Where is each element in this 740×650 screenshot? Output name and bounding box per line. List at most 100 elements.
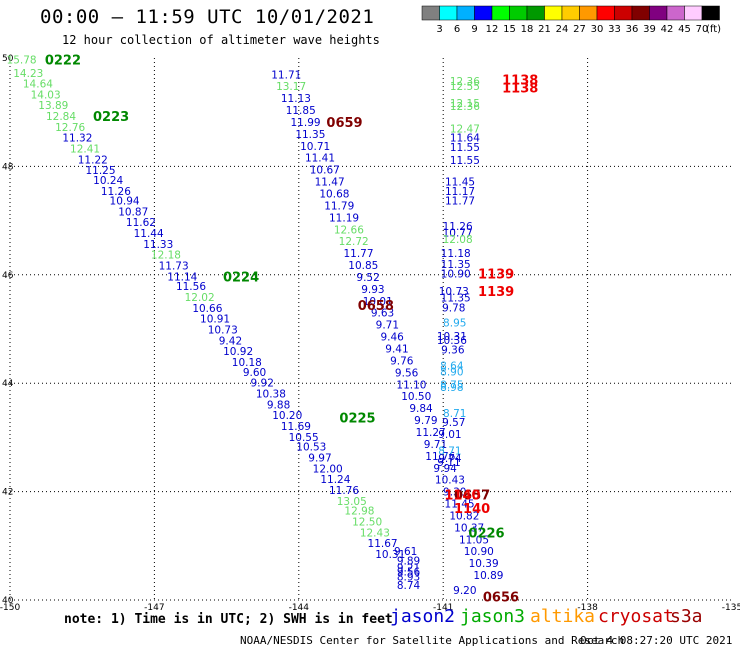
colorbar-unit: (ft)	[706, 24, 721, 35]
wave-height-value: 11.26	[101, 186, 131, 198]
wave-height-value: 12.55	[450, 81, 480, 93]
chart-subtitle: 12 hour collection of altimeter wave hei…	[62, 33, 380, 47]
wave-height-value: 10.73	[208, 325, 238, 337]
wave-height-value: 12.76	[55, 122, 85, 134]
colorbar-tick-label: 45	[678, 24, 691, 35]
wave-height-value: 9.36	[441, 345, 465, 357]
footer-credit: NOAA/NESDIS Center for Satellite Applica…	[240, 634, 625, 647]
wave-height-value: 14.23	[13, 68, 43, 80]
wave-height-value: 13.17	[276, 81, 306, 93]
pass-time-label: 0656	[483, 591, 519, 606]
wave-height-value: 8.98	[440, 382, 463, 394]
wave-height-value: 15.78	[7, 55, 37, 67]
wave-height-map: -150 -147 -144 -141 -138 -135 40 42 44 46 48 5015.7…	[0, 54, 740, 610]
pass-time-label: 0657	[454, 488, 490, 503]
pass-time-label: 1139	[478, 268, 514, 283]
wave-height-value: 9.20	[453, 585, 476, 597]
colorbar-tick-label: 70	[696, 24, 709, 35]
wave-height-value: 11.62	[126, 217, 156, 229]
wave-height-value: 10.94	[110, 196, 140, 208]
color-scale-legend: 3 6 9 12 15 18 21 24 27 30 33 36 39 42 45 70(ft)	[421, 5, 721, 35]
wave-height-value: 11.41	[305, 153, 335, 165]
wave-height-value: 9.97	[308, 452, 331, 464]
colorbar-tick-label: 36	[626, 24, 639, 35]
wave-height-value: 11.26	[443, 221, 473, 233]
wave-height-value: 12.36	[450, 101, 480, 113]
wave-height-value: 9.93	[361, 284, 384, 296]
wave-height-value: 9.71	[376, 320, 399, 332]
colorbar-tick-label: 6	[454, 24, 460, 35]
wave-height-value: 10.67	[310, 165, 340, 177]
wave-height-value: 12.98	[344, 506, 374, 518]
wave-height-value: 11.05	[459, 534, 489, 546]
lon-tick-label: -141	[433, 603, 453, 610]
wave-height-value: 12.50	[352, 516, 382, 528]
wave-height-value: 11.55	[450, 155, 480, 167]
wave-height-value: 11.79	[324, 200, 354, 212]
pass-time-label: 1140	[454, 502, 490, 517]
colorbar-tick-label: 9	[471, 24, 477, 35]
legend-s3a: s3a	[670, 606, 703, 627]
pass-time-label: 1140	[444, 488, 480, 503]
wave-height-value: 13.89	[38, 100, 68, 112]
wave-height-value: 11.76	[425, 451, 455, 463]
wave-height-value: 10.87	[118, 206, 148, 218]
pass-time-label: 1138	[502, 81, 538, 96]
wave-height-value: 10.39	[469, 558, 499, 570]
wave-height-value: 9.61	[394, 546, 417, 558]
lat-tick-label: 48	[2, 162, 14, 172]
wave-height-value: 11.13	[281, 93, 311, 105]
lat-tick-label: 40	[2, 596, 14, 606]
lon-tick-label: -135	[722, 603, 740, 610]
wave-height-value: 12.72	[339, 236, 369, 248]
wave-height-value: 10.82	[449, 510, 479, 522]
wave-height-value: 10.90	[441, 269, 471, 281]
pass-time-label: 0223	[93, 110, 129, 125]
wave-height-value: 10.31	[437, 331, 467, 343]
wave-height-value: 12.02	[185, 292, 215, 304]
wave-height-value: 10.18	[232, 357, 262, 369]
wave-height-value: 10.31	[375, 549, 405, 561]
wave-height-value: 9.42	[219, 335, 242, 347]
wave-height-value: 8.75	[440, 379, 463, 391]
wave-height-value: 10.92	[223, 346, 253, 358]
wave-height-value: 11.24	[320, 474, 350, 486]
wave-height-value: 11.45	[445, 499, 475, 511]
wave-height-value: 10.85	[348, 260, 378, 272]
colorbar-tick-label: 18	[521, 24, 534, 35]
wave-height-value: 11.85	[286, 105, 316, 117]
wave-height-value: 11.67	[368, 538, 398, 550]
wave-height-value: 11.47	[315, 177, 345, 189]
pass-time-label: 0658	[358, 299, 394, 314]
legend-jason3: jason3	[460, 606, 526, 627]
wave-height-value: 12.47	[450, 123, 480, 135]
wave-height-value: 10.68	[319, 189, 349, 201]
wave-height-value: 9.56	[395, 367, 419, 379]
wave-height-value: 9.63	[371, 308, 394, 320]
wave-height-value: 14.03	[31, 89, 61, 101]
wave-height-value: 11.19	[329, 212, 359, 224]
wave-height-value: 11.35	[441, 259, 471, 271]
wave-height-value: 11.22	[78, 154, 108, 166]
footer-timestamp: Oct 4 08:27:20 UTC 2021	[580, 634, 733, 647]
wave-height-value: 12.84	[46, 111, 76, 123]
wave-height-value: 11.73	[159, 261, 189, 273]
wave-height-value: 12.15	[450, 98, 480, 110]
wave-height-value: 12.66	[334, 224, 364, 236]
lat-tick-label: 42	[2, 488, 13, 498]
wave-height-value: 10.71	[300, 141, 330, 153]
pass-time-label: 0224	[223, 270, 259, 285]
lon-tick-label: -144	[289, 603, 310, 610]
colorbar-tick-label: 27	[573, 24, 586, 35]
wave-height-value: 10.66	[192, 303, 222, 315]
wave-height-value: 10.36	[437, 335, 467, 347]
colorbar-tick-label: 15	[503, 24, 516, 35]
wave-height-value: 9.79	[414, 415, 437, 427]
colorbar-tick-label: 33	[608, 24, 621, 35]
wave-height-value: 10.73	[439, 286, 469, 298]
wave-height-value: 11.18	[441, 248, 471, 260]
wave-height-value: 8.95	[443, 317, 466, 329]
colorbar-swatch	[701, 5, 720, 21]
wave-height-value: 9.46	[380, 332, 404, 344]
wave-height-value: 11.10	[396, 379, 426, 391]
